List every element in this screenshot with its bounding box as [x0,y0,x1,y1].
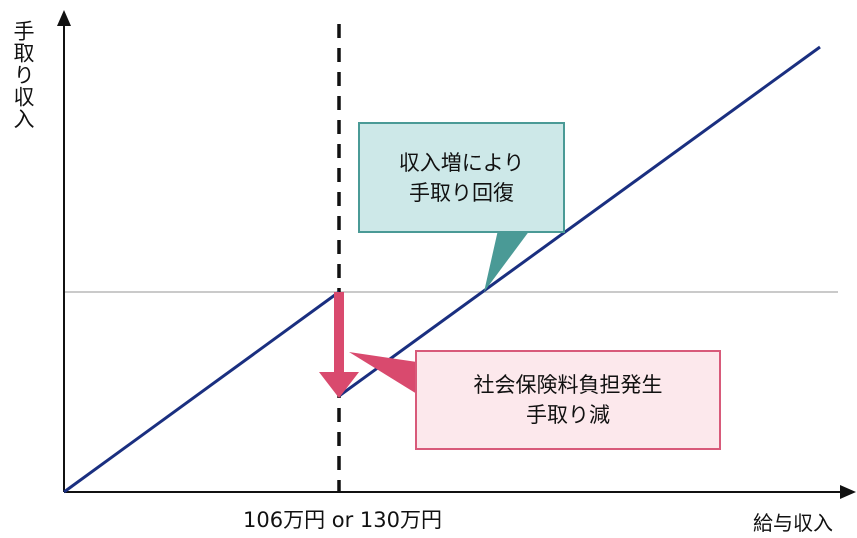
y-axis-label: 手取り収入 [11,20,35,130]
burden-callout-pointer [349,352,417,394]
x-axis-label: 給与収入 [753,511,833,535]
threshold-label: 106万円 or 130万円 [243,508,442,532]
x-axis-arrowhead [840,485,856,499]
drop-arrow-head [319,372,359,398]
recover-callout-line2: 手取り回復 [409,180,514,205]
recover-callout: 収入増により 手取り回復 [358,122,565,233]
y-axis-arrowhead [57,10,71,26]
take-home-line-after [338,45,821,398]
burden-callout-line1: 社会保険料負担発生 [473,373,663,397]
burden-callout: 社会保険料負担発生 手取り減 [415,350,721,450]
recover-callout-line1: 収入増により [398,150,525,175]
burden-callout-line2: 手取り減 [526,403,610,427]
drop-arrow-shaft [334,292,344,374]
take-home-line-before [63,290,340,494]
recover-callout-pointer [484,230,530,292]
